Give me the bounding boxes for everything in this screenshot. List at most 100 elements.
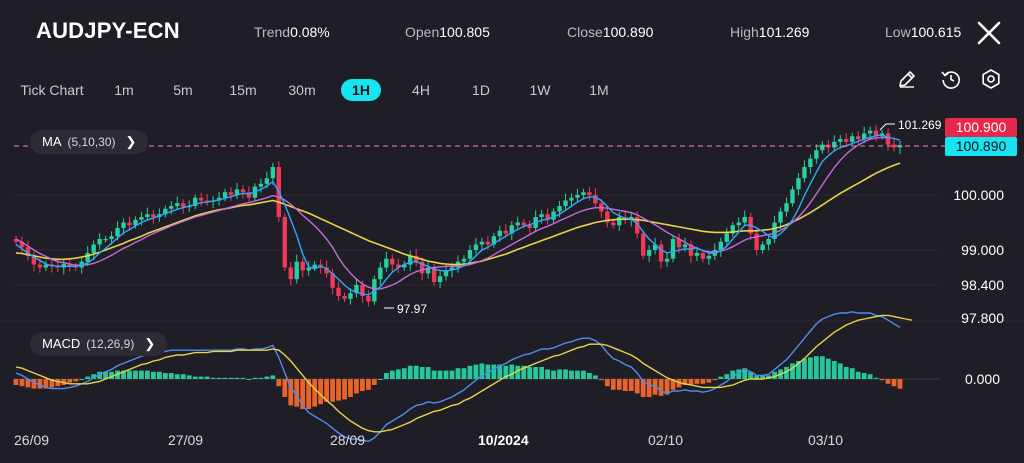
macd-bar [252,377,258,379]
macd-bar [43,379,49,389]
candle-body [288,267,293,280]
chevron-right-icon: ❯ [144,336,156,351]
candle [97,233,102,250]
macd-bar [557,369,562,379]
macd-bar [377,379,383,380]
candle-body [192,197,198,206]
candle-body [521,222,526,226]
macd-bar [127,370,132,379]
candle [348,288,353,305]
ma-indicator-pill[interactable]: MA (5,10,30) ❯ [30,130,149,154]
macd-bar [563,369,568,379]
candle-body [724,233,729,242]
low-stat: Low100.615 [885,24,961,40]
tab-tick-chart[interactable]: Tick Chart [20,82,84,98]
candle-body [204,200,210,202]
candle-body [306,267,311,271]
tab-4h[interactable]: 4H [412,82,430,98]
macd-bar [491,364,497,379]
candle-body [670,239,676,259]
tab-1d[interactable]: 1D [472,82,490,98]
candle-body [431,267,437,283]
candle-body [754,233,759,250]
x-tick-label: 02/10 [648,432,683,448]
low-label: Low [885,24,911,40]
tab-1mo[interactable]: 1M [589,82,609,98]
macd-bar [425,367,431,379]
macd-bar [79,379,85,380]
candle-body [838,139,843,142]
candle [724,227,729,247]
macd-bar [610,379,616,390]
close-stat: Close100.890 [567,24,653,40]
tab-1h[interactable]: 1H [341,79,381,101]
candle-body [25,247,31,256]
close-icon[interactable] [974,18,1004,48]
macd-bar [598,379,604,381]
macd-bar [592,375,598,379]
pencil-icon[interactable] [896,68,918,90]
y-tick-label: 97.800 [961,310,1004,326]
candle [796,173,801,196]
candle [91,240,96,260]
candle-body [461,258,467,262]
high-marker-label: 101.269 [898,118,942,132]
price-tag-cyan: 100.890 [945,137,1017,156]
candle [718,237,724,257]
candle-body [437,276,443,283]
macd-bar [330,379,335,402]
tab-5m[interactable]: 5m [173,82,193,98]
candle-body [390,258,395,265]
history-icon[interactable] [940,68,962,90]
candle-body [31,255,37,265]
tab-30m[interactable]: 30m [288,82,316,98]
macd-bar [688,379,694,385]
settings-icon[interactable] [980,68,1002,90]
candle [479,237,485,252]
candle [503,224,508,238]
macd-indicator-pill[interactable]: MACD (12,26,9) ❯ [30,332,168,356]
macd-bar [240,377,246,379]
macd-bar [837,363,843,379]
candle [198,192,204,207]
macd-bar [97,371,103,379]
candle [216,191,222,206]
candle-body [611,222,616,226]
candle [258,178,264,193]
macd-bar [634,379,640,394]
candle [754,227,759,256]
macd-bar [461,368,467,379]
tab-1w[interactable]: 1W [529,82,551,98]
macd-bar [294,379,300,407]
price-tag-cyan-box [945,137,1017,156]
macd-bar [628,379,634,391]
candle [509,221,514,241]
candle-body [85,252,90,262]
ma10-line [15,136,889,290]
macd-bar [718,376,724,379]
candle-body [676,239,682,248]
candle-body [539,214,544,217]
macd-bar [790,363,795,379]
macd-bar [37,379,43,389]
candle-body [497,230,503,237]
candle [312,261,317,271]
tab-15m[interactable]: 15m [229,82,257,98]
macd-bar [103,371,108,379]
candle-body [258,183,264,187]
candle-body [688,244,694,256]
macd-bar [282,379,288,397]
macd-label: MACD [42,336,81,351]
macd-bar [849,368,855,379]
candle-body [294,261,299,280]
candle-body [760,244,765,250]
macd-zero-label: 0.000 [965,371,1000,387]
macd-bar [401,368,407,379]
macd-bar [55,379,61,387]
macd-bar [216,377,222,379]
candle [855,131,861,145]
candle-body [796,178,801,190]
x-tick-label: 10/2024 [478,432,529,448]
tab-1m[interactable]: 1m [114,82,134,98]
